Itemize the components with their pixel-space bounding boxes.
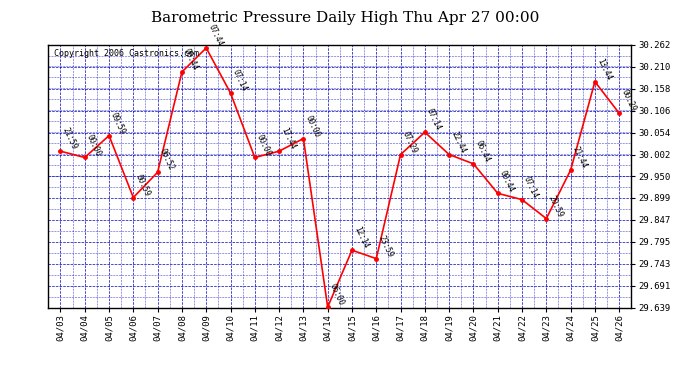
Text: 06:00: 06:00: [328, 282, 346, 307]
Text: Copyright 2006 Castronics.com: Copyright 2006 Castronics.com: [54, 49, 199, 58]
Text: 07:44: 07:44: [206, 23, 224, 48]
Text: 20:59: 20:59: [546, 194, 564, 219]
Text: 23:59: 23:59: [376, 234, 394, 259]
Text: 09:59: 09:59: [109, 111, 127, 136]
Text: 00:00: 00:00: [304, 114, 322, 138]
Text: 12:14: 12:14: [352, 225, 370, 250]
Text: 07:29: 07:29: [401, 130, 419, 154]
Text: 00:59: 00:59: [133, 173, 151, 198]
Text: Barometric Pressure Daily High Thu Apr 27 00:00: Barometric Pressure Daily High Thu Apr 2…: [151, 11, 539, 25]
Text: 00:44: 00:44: [497, 168, 515, 194]
Text: 22:44: 22:44: [449, 130, 467, 154]
Text: 00:29: 00:29: [619, 88, 637, 113]
Text: 00:00: 00:00: [85, 133, 103, 158]
Text: 07:14: 07:14: [230, 68, 248, 93]
Text: 21:44: 21:44: [571, 146, 589, 170]
Text: 13:44: 13:44: [595, 57, 613, 82]
Text: 06:44: 06:44: [182, 47, 200, 72]
Text: 17:44: 17:44: [279, 126, 297, 151]
Text: 21:59: 21:59: [61, 126, 79, 151]
Text: 06:44: 06:44: [473, 139, 491, 164]
Text: 07:14: 07:14: [522, 175, 540, 200]
Text: 00:00: 00:00: [255, 133, 273, 158]
Text: 07:14: 07:14: [425, 108, 443, 132]
Text: 06:52: 06:52: [157, 147, 175, 172]
